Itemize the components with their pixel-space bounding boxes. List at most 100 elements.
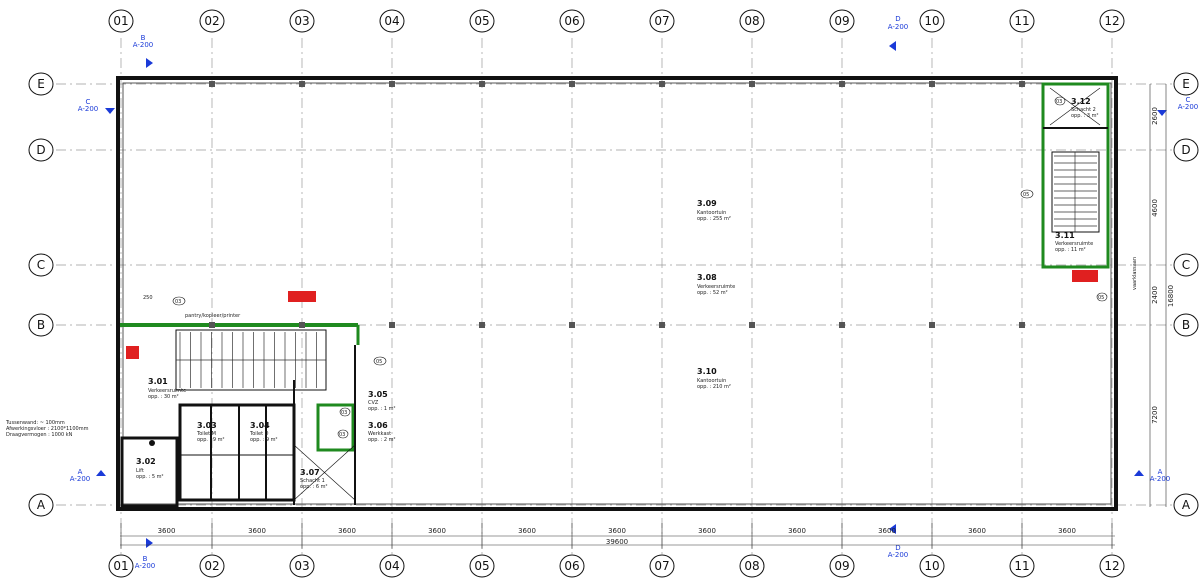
grid-bubble-col-07: 07 <box>649 554 675 578</box>
grid-label: 10 <box>924 559 939 573</box>
room-area: opp. : 11 m² <box>1055 247 1086 253</box>
section-ref: A-200 <box>135 562 156 570</box>
tag-text: 05 <box>1098 295 1104 301</box>
tag-text: 03 <box>1056 99 1062 105</box>
column <box>839 81 845 87</box>
core-left <box>120 291 360 508</box>
dimension-value: 3600 <box>518 527 536 535</box>
dimension-total: 39600 <box>606 538 628 546</box>
tag-bubble <box>337 429 349 439</box>
grid-bubble <box>289 9 315 33</box>
room-area: opp. : 210 m² <box>697 384 731 390</box>
grid-label: B <box>37 318 45 332</box>
grid-bubble <box>559 9 585 33</box>
tag-text: 05 <box>376 359 382 365</box>
tag: 05 <box>1020 189 1034 199</box>
grid-label: E <box>37 77 45 91</box>
room-302: 3.02 Lift opp. : 5 m² <box>136 457 164 480</box>
column <box>749 81 755 87</box>
room-number: 3.03 <box>197 421 217 430</box>
grid-label: 02 <box>204 14 219 28</box>
grid-bubble-row-E: E <box>28 72 54 96</box>
grid-bubble-col-11: 11 <box>1009 9 1035 33</box>
grid-bubble <box>28 493 54 517</box>
dimension-value: 3600 <box>878 527 896 535</box>
core-right <box>1041 82 1110 282</box>
tag-bubble <box>1054 96 1066 106</box>
grid-bubble-col-07: 07 <box>649 9 675 33</box>
room-name: Verkeersruimte <box>148 388 186 394</box>
column <box>569 322 575 328</box>
dimension-value: 3600 <box>338 527 356 535</box>
room-number: 3.12 <box>1071 97 1091 106</box>
tag: 05 <box>1096 292 1108 302</box>
room-area: opp. : 9 m² <box>250 437 278 443</box>
room-number: 3.04 <box>250 421 270 430</box>
column <box>929 81 935 87</box>
grid-label: 03 <box>294 14 309 28</box>
room-area: opp. : 6 m² <box>300 484 328 490</box>
grid-bubble <box>1099 554 1125 578</box>
fire-equipment-icon <box>126 346 139 359</box>
grid-bubble <box>28 253 54 277</box>
room-number: 3.02 <box>136 457 156 466</box>
grid-bubble-col-10: 10 <box>919 9 945 33</box>
grid-bubble-col-08: 08 <box>739 9 765 33</box>
room-name: Toilet D <box>249 431 269 437</box>
grid-bubble-row-E: E <box>1173 72 1199 96</box>
grid-bubble <box>28 72 54 96</box>
grid-label: B <box>1182 318 1190 332</box>
grid-label: 10 <box>924 14 939 28</box>
grid-label: 12 <box>1104 559 1119 573</box>
section-marker-c-right: C A-200 <box>1157 96 1198 116</box>
inner-wall-line <box>122 82 1112 505</box>
grid-label: 08 <box>744 559 759 573</box>
tag-bubble <box>373 356 387 366</box>
room-number: 3.10 <box>697 367 717 376</box>
stair-label: pantry/kopieer/printer <box>185 313 241 319</box>
grid-label: 05 <box>474 559 489 573</box>
grid-bubble-row-C: C <box>28 253 54 277</box>
grid-bubble-row-B: B <box>28 313 54 337</box>
section-marker-d-top: D A-200 <box>888 15 908 51</box>
grid-label: 07 <box>654 14 669 28</box>
section-marker-b-bottom: B A-200 <box>135 538 156 570</box>
section-marker-a-right: A A-200 <box>1134 468 1170 483</box>
column <box>929 322 935 328</box>
dimension-value: 3600 <box>1058 527 1076 535</box>
room-area: opp. : 5 m² <box>136 474 164 480</box>
column <box>389 322 395 328</box>
grid-bubble <box>289 554 315 578</box>
section-letter: A <box>1158 468 1163 476</box>
grid-bubble-col-03: 03 <box>289 9 315 33</box>
fire-equipment-icon <box>288 291 316 302</box>
grid-bubble <box>559 554 585 578</box>
room-number: 3.06 <box>368 421 388 430</box>
grid-label: 09 <box>834 559 849 573</box>
grid-label: 03 <box>294 559 309 573</box>
grid-label: D <box>1181 143 1190 157</box>
dimension-value: 3600 <box>428 527 446 535</box>
grid-bubble-col-05: 05 <box>469 554 495 578</box>
column <box>659 322 665 328</box>
grid-bubble-row-D: D <box>1173 138 1199 162</box>
dimension-value: 3600 <box>698 527 716 535</box>
stair-treads <box>176 332 326 388</box>
room-area: opp. : 255 m² <box>697 216 731 222</box>
grid-bubble-col-12: 12 <box>1099 9 1125 33</box>
room-name: Toilet M <box>196 431 216 437</box>
tag-bubble <box>339 407 351 417</box>
dimension-value: 3600 <box>248 527 266 535</box>
grid-label: 09 <box>834 14 849 28</box>
tag: 250 <box>143 295 153 301</box>
grid-bubble <box>1173 253 1199 277</box>
grid-label: E <box>1182 77 1190 91</box>
dimension-value: 3600 <box>608 527 626 535</box>
room-area: opp. : 1 m² <box>368 406 396 412</box>
grid-bubble-col-06: 06 <box>559 554 585 578</box>
tag-text: 250 <box>143 295 153 301</box>
grid-bubble-row-A: A <box>1173 493 1199 517</box>
section-letter: A <box>78 468 83 476</box>
room-name: Werkkast <box>368 431 391 437</box>
column <box>839 322 845 328</box>
